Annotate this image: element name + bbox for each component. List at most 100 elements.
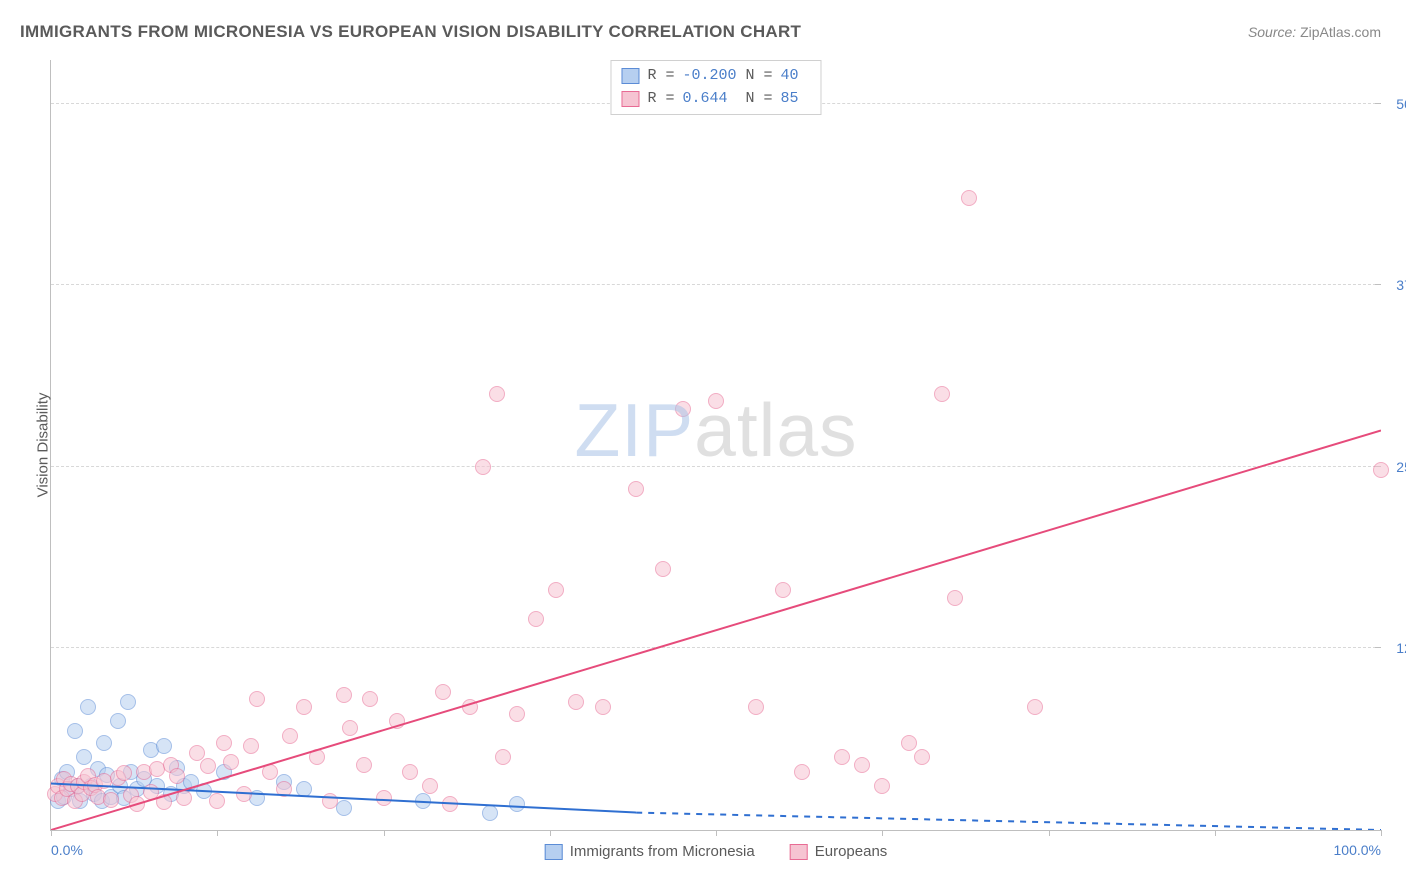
europeans-point <box>236 786 252 802</box>
europeans-point <box>249 691 265 707</box>
stats-r-label: R = <box>647 88 674 111</box>
europeans-point <box>528 611 544 627</box>
europeans-point <box>934 386 950 402</box>
legend-item: Europeans <box>790 843 888 860</box>
europeans-point <box>216 735 232 751</box>
micronesia-regression-line-extrapolated <box>636 813 1381 830</box>
micronesia-point <box>67 723 83 739</box>
y-axis-label: Vision Disability <box>35 393 52 498</box>
x-tick-mark <box>384 830 385 836</box>
europeans-point <box>548 582 564 598</box>
source-label: Source: <box>1248 24 1296 40</box>
europeans-point <box>243 738 259 754</box>
europeans-point <box>309 749 325 765</box>
europeans-point <box>362 691 378 707</box>
source-value: ZipAtlas.com <box>1300 24 1381 40</box>
stats-r-label: R = <box>647 65 674 88</box>
europeans-point <box>389 713 405 729</box>
europeans-point <box>200 758 216 774</box>
x-tick-label: 0.0% <box>51 842 83 858</box>
y-tick-mark <box>1375 647 1381 648</box>
europeans-point <box>708 393 724 409</box>
micronesia-point <box>76 749 92 765</box>
gridline <box>51 647 1381 648</box>
europeans-point <box>854 757 870 773</box>
europeans-point <box>628 481 644 497</box>
europeans-point <box>376 790 392 806</box>
europeans-point <box>296 699 312 715</box>
europeans-point <box>794 764 810 780</box>
x-tick-mark <box>882 830 883 836</box>
y-tick-label: 12.5% <box>1381 640 1406 656</box>
europeans-point <box>422 778 438 794</box>
x-tick-mark <box>1381 830 1382 836</box>
europeans-point <box>103 792 119 808</box>
europeans-point <box>961 190 977 206</box>
y-tick-mark <box>1375 284 1381 285</box>
legend-swatch <box>621 68 639 84</box>
europeans-point <box>748 699 764 715</box>
europeans-point <box>169 768 185 784</box>
y-tick-label: 50.0% <box>1381 96 1406 112</box>
legend-label: Immigrants from Micronesia <box>570 843 755 860</box>
europeans-point <box>442 796 458 812</box>
y-tick-mark <box>1375 103 1381 104</box>
europeans-point <box>901 735 917 751</box>
x-tick-mark <box>217 830 218 836</box>
micronesia-point <box>296 781 312 797</box>
regression-lines <box>51 60 1381 830</box>
europeans-point <box>495 749 511 765</box>
europeans-point <box>475 459 491 475</box>
x-tick-mark <box>716 830 717 836</box>
stats-r-value: 0.644 <box>683 88 738 111</box>
europeans-point <box>282 728 298 744</box>
europeans-point <box>129 796 145 812</box>
europeans-point <box>209 793 225 809</box>
europeans-point <box>435 684 451 700</box>
europeans-point <box>322 793 338 809</box>
chart-title: IMMIGRANTS FROM MICRONESIA VS EUROPEAN V… <box>20 22 801 42</box>
europeans-point <box>336 687 352 703</box>
europeans-point <box>775 582 791 598</box>
europeans-point <box>509 706 525 722</box>
europeans-point <box>156 794 172 810</box>
europeans-point <box>675 401 691 417</box>
micronesia-point <box>80 699 96 715</box>
gridline <box>51 466 1381 467</box>
legend-swatch <box>790 844 808 860</box>
x-tick-mark <box>550 830 551 836</box>
europeans-point <box>489 386 505 402</box>
stats-r-value: -0.200 <box>683 65 738 88</box>
x-tick-mark <box>1049 830 1050 836</box>
micronesia-point <box>156 738 172 754</box>
europeans-point <box>655 561 671 577</box>
x-tick-mark <box>51 830 52 836</box>
micronesia-point <box>110 713 126 729</box>
europeans-point <box>874 778 890 794</box>
europeans-regression-line <box>51 430 1381 830</box>
europeans-point <box>914 749 930 765</box>
stats-n-value: 85 <box>781 88 811 111</box>
legend-item: Immigrants from Micronesia <box>545 843 755 860</box>
plot-area: Vision Disability ZIPatlas R =-0.200N =4… <box>50 60 1381 831</box>
micronesia-point <box>509 796 525 812</box>
x-tick-mark <box>1215 830 1216 836</box>
europeans-point <box>568 694 584 710</box>
europeans-point <box>276 781 292 797</box>
micronesia-point <box>415 793 431 809</box>
europeans-point <box>356 757 372 773</box>
europeans-point <box>462 699 478 715</box>
source-attribution: Source: ZipAtlas.com <box>1248 24 1381 40</box>
legend-swatch <box>545 844 563 860</box>
y-tick-label: 37.5% <box>1381 277 1406 293</box>
europeans-point <box>262 764 278 780</box>
europeans-point <box>1027 699 1043 715</box>
stats-legend: R = -0.200 N = 40R = 0.644N =85 <box>610 60 821 115</box>
stats-n-value: 40 <box>781 65 811 88</box>
legend-label: Europeans <box>815 843 888 860</box>
europeans-point <box>223 754 239 770</box>
gridline <box>51 284 1381 285</box>
europeans-point <box>402 764 418 780</box>
stats-legend-row: R = 0.644N =85 <box>621 88 810 111</box>
stats-n-label: N = <box>746 65 773 88</box>
